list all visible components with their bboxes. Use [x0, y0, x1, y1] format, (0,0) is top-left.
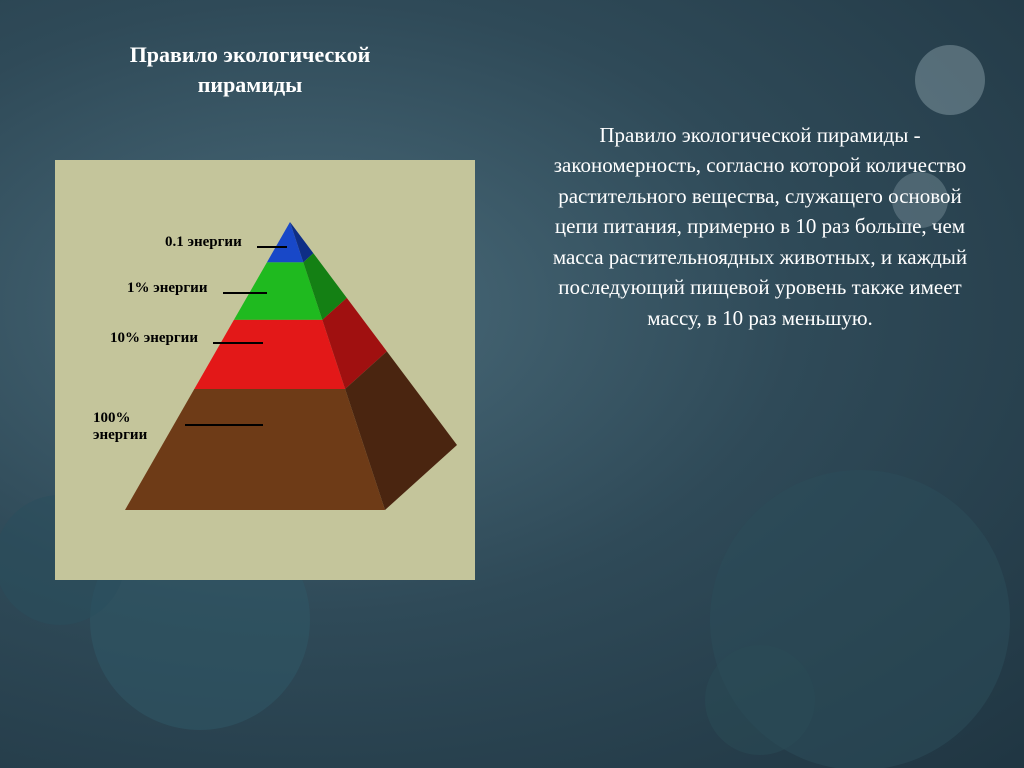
leader-line	[213, 342, 263, 344]
pyramid-panel: 100%энергии 10% энергии 1% энергии 0.1 энер…	[55, 160, 475, 580]
pyramid-level-label: 10% энергии	[110, 330, 198, 347]
title-line-1: Правило экологической	[70, 40, 430, 70]
pyramid-level-label: 100%энергии	[93, 410, 147, 444]
leader-line	[257, 246, 287, 248]
pyramid-level-label: 1% энергии	[127, 280, 207, 297]
pyramid-front-1	[194, 320, 345, 389]
leader-line	[223, 292, 267, 294]
pyramid-level-label: 0.1 энергии	[165, 234, 242, 251]
body-text: Правило экологической пирамиды - законом…	[540, 120, 980, 333]
title-line-2: пирамиды	[70, 70, 430, 100]
slide-title: Правило экологической пирамиды	[70, 40, 430, 99]
pyramid-front-0	[125, 389, 385, 510]
leader-line	[185, 424, 263, 426]
slide-content: Правило экологической пирамиды 100%энерг…	[0, 0, 1024, 768]
pyramid-diagram	[55, 160, 475, 580]
